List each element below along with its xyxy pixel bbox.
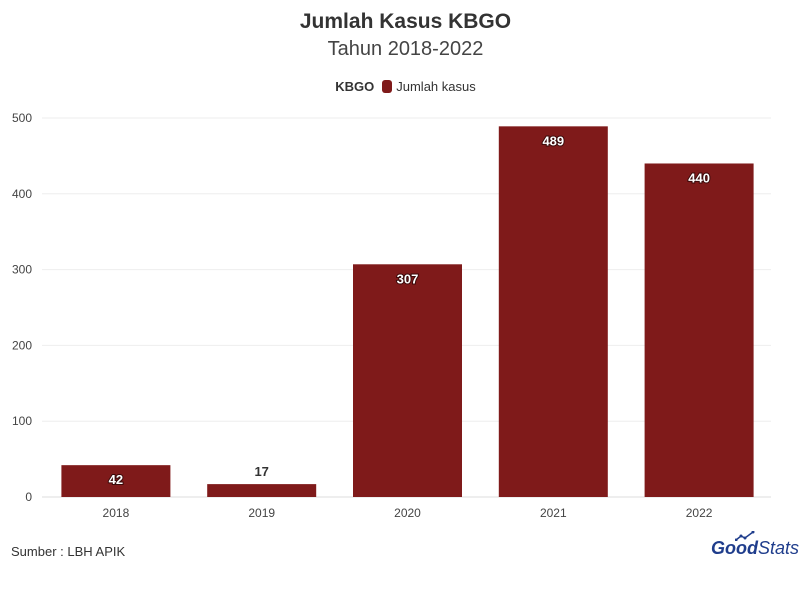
y-tick-label: 100	[12, 414, 32, 428]
data-label: 440	[688, 170, 710, 185]
x-tick-label: 2020	[394, 506, 421, 520]
legend: KBGO Jumlah kasus	[0, 79, 811, 94]
legend-swatch[interactable]	[382, 80, 393, 93]
bar[interactable]	[498, 126, 608, 497]
x-tick-label: 2019	[248, 506, 275, 520]
chart-subtitle: Tahun 2018-2022	[327, 38, 484, 60]
data-label: 17	[254, 464, 268, 479]
bar[interactable]	[644, 163, 754, 498]
brand-part-good: Good	[710, 538, 758, 558]
y-tick-label: 500	[12, 111, 32, 125]
x-tick-label: 2022	[686, 506, 713, 520]
bar[interactable]	[207, 484, 317, 497]
legend-group-label: KBGO	[335, 79, 375, 94]
y-tick-label: 0	[25, 490, 32, 504]
source-note: Sumber : LBH APIK	[11, 544, 126, 559]
bar[interactable]	[353, 264, 462, 497]
legend-entry-label[interactable]: Jumlah kasus	[396, 79, 476, 94]
y-tick-label: 400	[12, 187, 32, 201]
x-tick-label: 2021	[540, 506, 567, 520]
goodstats-logo: Good Stats	[710, 531, 799, 559]
data-label: 489	[542, 133, 564, 148]
x-tick-label: 2018	[103, 506, 130, 520]
data-label: 42	[109, 472, 123, 487]
trend-up-icon	[734, 531, 755, 541]
brand-part-stats: Stats	[757, 538, 799, 558]
data-label: 307	[397, 271, 419, 286]
chart-title: Jumlah Kasus KBGO	[299, 10, 512, 33]
y-tick-label: 200	[12, 338, 32, 352]
y-tick-label: 300	[12, 263, 32, 277]
bar[interactable]	[61, 465, 171, 497]
